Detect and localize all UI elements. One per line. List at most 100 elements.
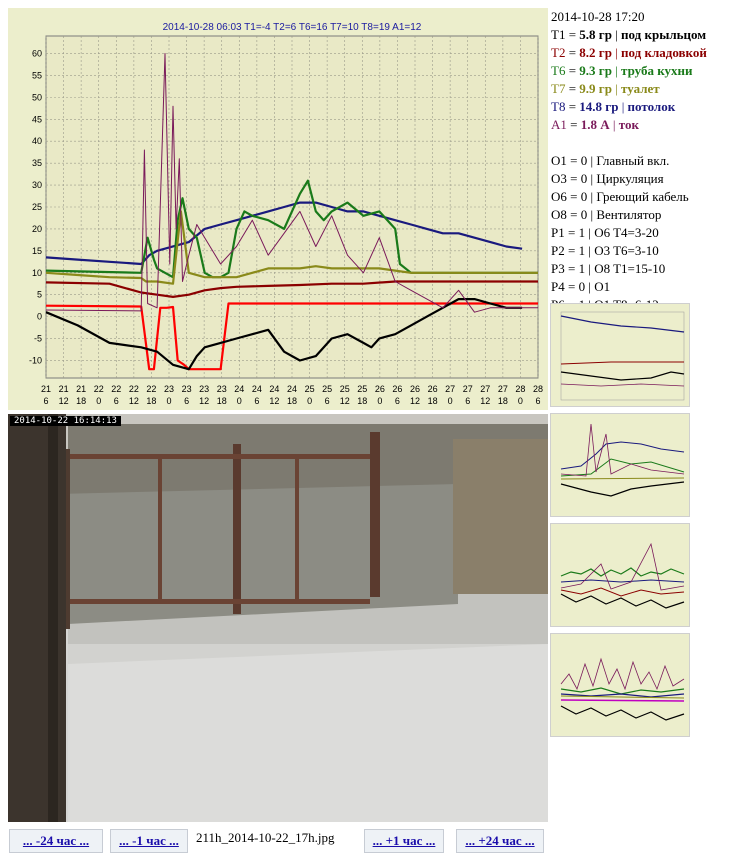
y-tick-label: 50 [32,92,42,102]
next-24h-button[interactable]: ... +24 час ... [456,829,544,853]
output-row: P3 = 1 | O8 T1=15-10 [551,260,730,278]
y-tick-label: 55 [32,70,42,80]
sensor-value: 8.2 гр [579,45,612,60]
x-tick-label-bottom: 12 [199,396,209,406]
sensor-eq: = [566,117,581,132]
output-row: O6 = 0 | Греющий кабель [551,188,730,206]
sensor-row: T7 = 9.9 гр | туалет [551,80,730,98]
y-tick-label: -10 [29,355,42,365]
output-desc: O1 [594,279,611,294]
x-tick-label-top: 24 [287,384,297,394]
output-sep: | [585,225,595,240]
sensor-list: T1 = 5.8 гр | под крыльцом T2 = 8.2 гр | … [551,26,730,134]
thumbnail-chart-1-canvas [551,304,689,406]
sensor-location: под кладовкой [621,45,707,60]
output-desc: Вентилятор [596,207,662,222]
sensor-value: 14.8 гр [579,99,619,114]
sensor-location: потолок [627,99,676,114]
output-row: P4 = 0 | O1 [551,278,730,296]
x-tick-label-bottom: 12 [269,396,279,406]
camera-image: 2014-10-22 16:14:13 [8,414,548,822]
x-tick-label-bottom: 6 [114,396,119,406]
x-tick-label-bottom: 18 [76,396,86,406]
x-tick-label-top: 23 [182,384,192,394]
thumbnail-chart-3[interactable] [550,523,690,627]
sensor-value: 1.8 А [580,117,610,132]
output-desc: Главный вкл. [596,153,670,168]
x-tick-label-bottom: 18 [146,396,156,406]
output-row: O8 = 0 | Вентилятор [551,206,730,224]
next-1h-button[interactable]: ... +1 час ... [364,829,444,853]
y-tick-label: 60 [32,49,42,59]
thumbnail-chart-2[interactable] [550,413,690,517]
output-value: 0 [580,171,588,186]
output-value: 0 [580,207,588,222]
output-sep: | [585,261,595,276]
x-tick-label-top: 27 [480,384,490,394]
sensor-location: под крыльцом [621,27,707,42]
x-tick-label-top: 26 [410,384,420,394]
prev-24h-button[interactable]: ... -24 час ... [9,829,103,853]
output-value: 1 [578,261,586,276]
x-tick-label-bottom: 0 [237,396,242,406]
output-name: O6 [551,189,567,204]
output-eq: = [564,225,579,240]
output-eq: = [566,153,581,168]
output-value: 1 [578,243,586,258]
output-eq: = [566,189,581,204]
y-tick-label: -5 [34,334,42,344]
sensor-row: T6 = 9.3 гр | труба кухни [551,62,730,80]
y-tick-label: 10 [32,268,42,278]
output-name: O1 [551,153,567,168]
x-tick-label-top: 27 [445,384,455,394]
temperature-chart: 21 6 21 12 21 18 22 0 22 6 22 12 22 18 23 0 23 6 23 12 23 18 2… [8,8,548,410]
x-tick-label-bottom: 18 [217,396,227,406]
thumbnail-chart-1[interactable] [550,303,690,407]
prev-1h-button[interactable]: ... -1 час ... [110,829,188,853]
thumbnail-chart-2-canvas [551,414,689,516]
x-tick-label-top: 23 [217,384,227,394]
output-sep: | [587,171,597,186]
thumbnail-chart-4[interactable] [550,633,690,737]
output-name: P2 [551,243,565,258]
sensor-eq: = [565,99,580,114]
output-row: P1 = 1 | O6 T4=3-20 [551,224,730,242]
x-tick-label-top: 27 [463,384,473,394]
sensor-eq: = [565,27,580,42]
thumbnail-chart-3-canvas [551,524,689,626]
x-tick-label-bottom: 12 [340,396,350,406]
output-eq: = [566,207,581,222]
output-eq: = [566,171,581,186]
sensor-sep: | [618,99,628,114]
sensor-name: T6 [551,63,566,78]
output-name: O3 [551,171,567,186]
x-tick-label-bottom: 18 [357,396,367,406]
output-value: 0 [578,279,586,294]
x-tick-label-top: 21 [59,384,69,394]
x-tick-label-bottom: 6 [395,396,400,406]
x-tick-label-top: 26 [428,384,438,394]
x-tick-label-bottom: 6 [43,396,48,406]
x-tick-label-top: 24 [234,384,244,394]
x-tick-label-top: 22 [146,384,156,394]
sensor-sep: | [611,27,622,42]
sensor-location: труба кухни [621,63,693,78]
x-tick-label-bottom: 18 [287,396,297,406]
output-value: 0 [580,189,588,204]
y-tick-label: 5 [37,290,42,300]
x-tick-label-top: 22 [129,384,139,394]
sensor-eq: = [565,63,580,78]
sensor-value: 5.8 гр [579,27,612,42]
output-desc: O3 T6=3-10 [594,243,659,258]
output-name: O8 [551,207,567,222]
image-filename: 211h_2014-10-22_17h.jpg [196,830,335,845]
chart-title: 2014-10-28 06:03 T1=-4 T2=6 T6=16 T7=10 … [163,22,422,33]
x-tick-label-top: 22 [94,384,104,394]
x-tick-label-bottom: 6 [254,396,259,406]
x-tick-label-top: 26 [392,384,402,394]
x-tick-label-bottom: 6 [535,396,540,406]
y-tick-label: 15 [32,246,42,256]
x-tick-label-top: 28 [515,384,525,394]
x-tick-label-bottom: 0 [307,396,312,406]
output-row: O1 = 0 | Главный вкл. [551,152,730,170]
